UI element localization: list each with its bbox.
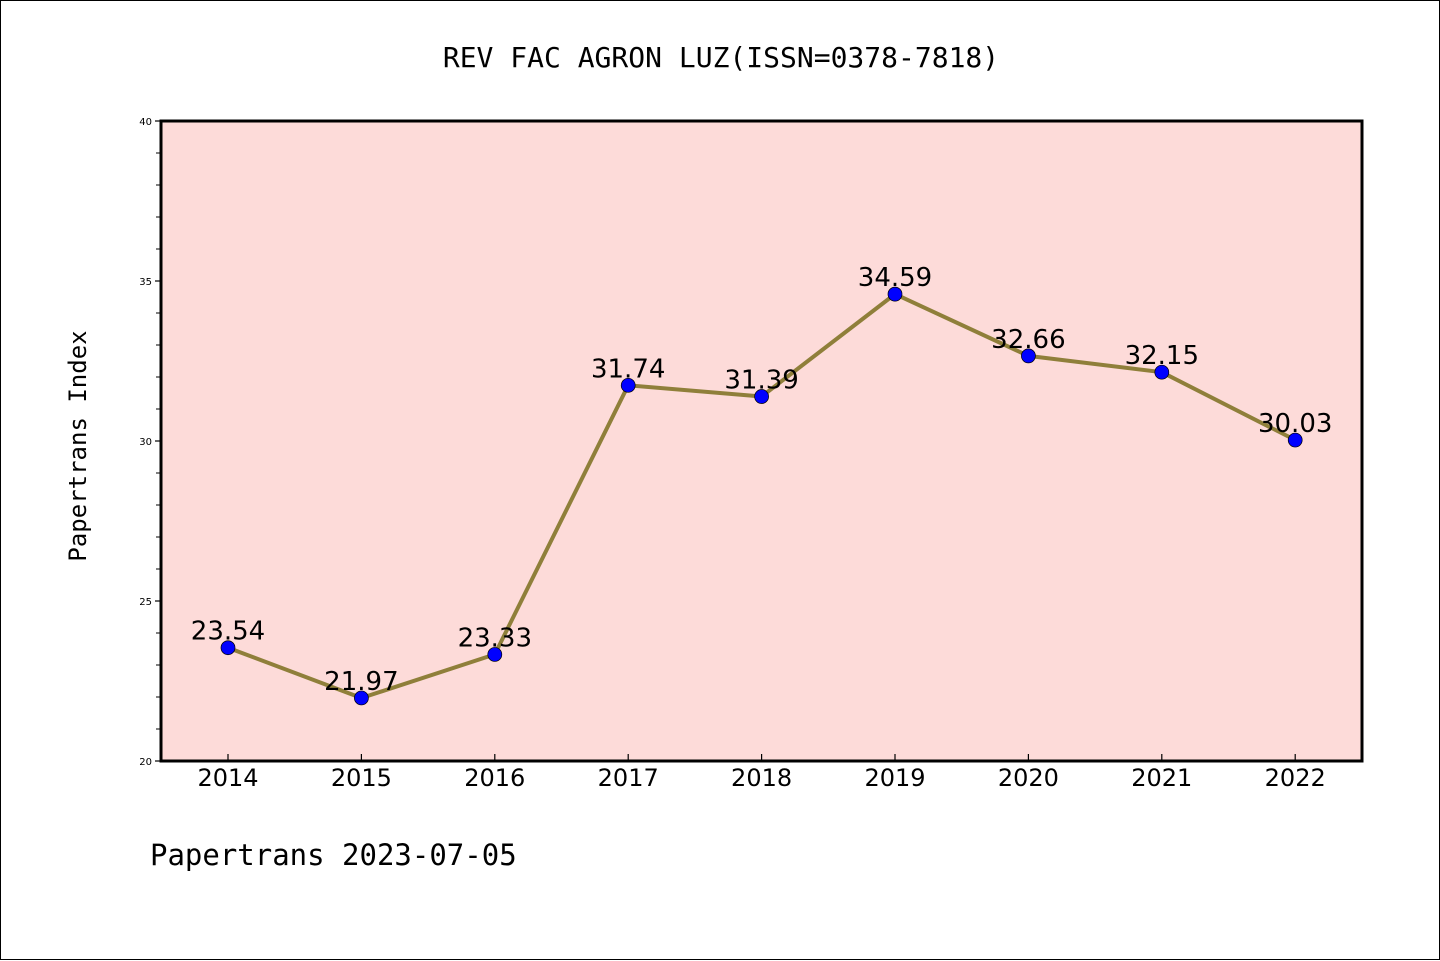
data-point: [487, 647, 503, 662]
data-point: [1021, 348, 1036, 364]
x-axis-ticks: 2014 2015 2016 2017 2018 2019 2020 2021 2022: [197, 754, 1326, 792]
x-tick-label: 2014: [197, 764, 258, 792]
x-tick-label: 2019: [864, 764, 925, 792]
data-point: [887, 286, 903, 302]
x-tick-label: 2016: [464, 764, 525, 792]
y-tick-label: 30: [139, 437, 152, 448]
x-tick-label: 2022: [1265, 764, 1326, 792]
data-label: 23.54: [191, 617, 265, 647]
data-label: 30.03: [1258, 409, 1332, 439]
data-point: [754, 389, 769, 404]
data-point: [620, 377, 636, 393]
y-tick-label: 40: [139, 117, 152, 128]
y-axis-ticks: 20 25 30 35 40: [139, 117, 161, 768]
data-label: 32.15: [1125, 341, 1199, 371]
data-point: [354, 690, 369, 706]
x-tick-label: 2015: [331, 764, 392, 792]
data-label: 21.97: [324, 667, 398, 697]
data-point: [1287, 432, 1303, 448]
x-tick-label: 2017: [598, 764, 659, 792]
y-tick-label: 25: [139, 597, 152, 608]
data-label: 31.39: [724, 366, 798, 396]
chart-title: REV FAC AGRON LUZ(ISSN=0378-7818): [443, 41, 999, 74]
plot-area: [159, 119, 1364, 763]
data-label: 32.66: [991, 325, 1065, 355]
data-label-layer: 23.54 21.97 23.33 31.74 31.39 34.59 32.66 32.15…: [191, 263, 1333, 697]
x-tick-label: 2020: [998, 764, 1059, 792]
series-layer: [220, 286, 1303, 706]
data-label: 34.59: [858, 263, 932, 293]
data-point: [220, 640, 236, 656]
data-point: [1154, 364, 1170, 380]
footer-stamp: Papertrans 2023-07-05: [150, 838, 517, 872]
data-label: 31.74: [591, 354, 665, 384]
y-axis-label: Papertrans Index: [64, 330, 92, 561]
y-tick-label: 35: [139, 277, 152, 288]
x-tick-label: 2021: [1131, 764, 1192, 792]
x-tick-label: 2018: [731, 764, 792, 792]
y-tick-label: 20: [139, 757, 152, 768]
data-label: 23.33: [458, 623, 532, 653]
